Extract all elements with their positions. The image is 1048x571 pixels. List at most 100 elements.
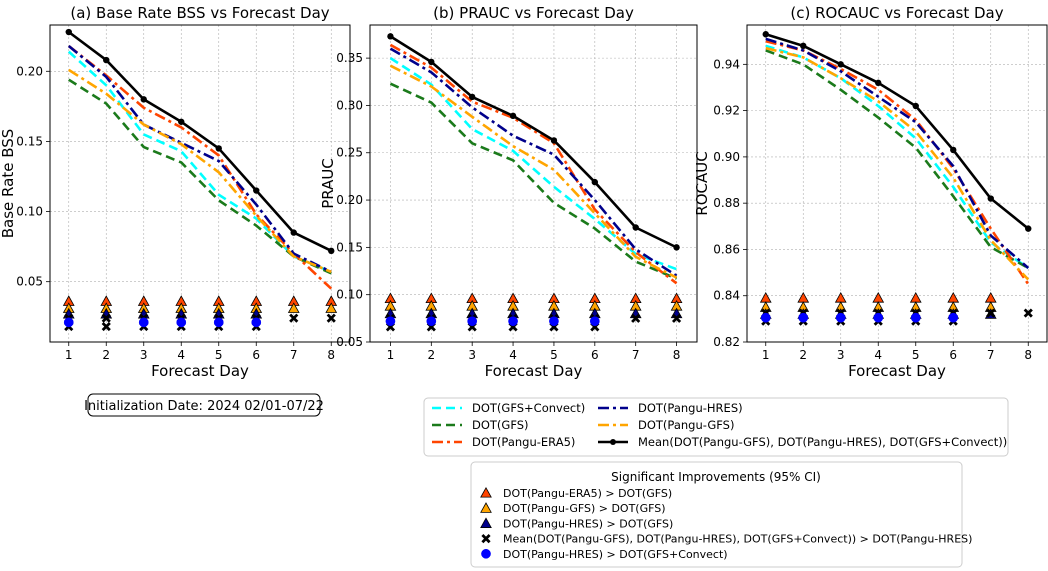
sig-pangu-hres-vs-convect-marker — [251, 317, 262, 328]
sig-pangu-hres-vs-convect-marker — [508, 316, 518, 327]
legend-label: Mean(DOT(Pangu-GFS), DOT(Pangu-HRES), DO… — [638, 435, 1007, 449]
legend-label: DOT(Pangu-GFS) — [638, 418, 734, 432]
y-tick-label: 0.35 — [336, 51, 363, 65]
chart-title: (b) PRAUC vs Forecast Day — [433, 4, 634, 22]
init-date-box: Initialization Date: 2024 02/01-07/22 — [84, 393, 324, 417]
significance-markers — [384, 292, 683, 332]
sig-pangu-hres-vs-convect-marker — [426, 316, 437, 327]
y-tick-label: 0.82 — [713, 335, 740, 349]
x-tick-label: 8 — [1024, 348, 1032, 362]
sig-mean-vs-pangu-hres-marker — [986, 308, 996, 318]
x-tick-label: 8 — [673, 348, 681, 362]
sig-era5-vs-gfs-marker — [759, 292, 772, 303]
grid — [50, 25, 350, 342]
mean-point — [875, 79, 882, 87]
x-tick-label: 3 — [140, 348, 148, 362]
x-tick-label: 1 — [762, 348, 770, 362]
mean-point — [290, 229, 297, 236]
series-line-1 — [67, 50, 332, 274]
y-tick-label: 0.20 — [336, 193, 363, 207]
x-tick-label: 7 — [987, 348, 995, 362]
sig-mean-vs-pangu-hres-marker — [101, 321, 111, 332]
sig-mean-vs-pangu-hres-marker — [631, 313, 641, 323]
legend-entry-2: DOT(GFS) — [432, 418, 529, 432]
mean-point — [140, 96, 147, 103]
sig-era5-vs-gfs-marker — [834, 292, 847, 303]
y-tick-label: 0.88 — [713, 196, 740, 210]
mean-point — [178, 118, 185, 125]
sig-legend-marker — [480, 517, 492, 528]
x-axis-label: Forecast Day — [151, 362, 249, 380]
grid — [370, 25, 697, 343]
sig-legend-entry-5: DOT(Pangu-HRES) > DOT(GFS+Convect) — [481, 548, 728, 561]
sig-legend-marker — [480, 502, 492, 513]
mean-point — [253, 187, 260, 194]
axes-frame — [369, 24, 698, 343]
sig-mean-vs-pangu-hres-marker — [289, 313, 299, 323]
y-axis-label: ROCAUC — [693, 151, 711, 215]
sig-legend-label: DOT(Pangu-ERA5) > DOT(GFS) — [503, 487, 672, 500]
mean-point — [837, 61, 844, 68]
x-tick-label: 4 — [874, 348, 882, 362]
x-tick-label: 1 — [65, 348, 73, 362]
sig-era5-vs-gfs-marker — [947, 292, 960, 303]
legend-entry-5: DOT(Pangu-GFS) — [598, 418, 734, 432]
sig-pangu-gfs-vs-gfs-marker — [325, 302, 338, 313]
mean-point — [673, 244, 680, 251]
sig-legend-label: DOT(Pangu-HRES) > DOT(GFS) — [503, 517, 673, 530]
init-date-text: Initialization Date: 2024 02/01-07/22 — [84, 399, 324, 414]
mean-point — [1025, 225, 1032, 232]
y-tick-label: 0.10 — [336, 288, 363, 302]
x-tick-label: 2 — [427, 348, 435, 362]
legend-label: DOT(GFS) — [472, 418, 529, 432]
sig-pangu-hres-vs-convect-marker — [385, 316, 396, 327]
y-tick-label: 0.92 — [713, 104, 740, 118]
series-line-4 — [67, 45, 332, 274]
x-tick-label: 1 — [387, 348, 395, 362]
sig-legend-label: DOT(Pangu-HRES) > DOT(GFS+Convect) — [503, 548, 728, 561]
mean-point — [215, 145, 222, 152]
sig-legend-marker — [480, 486, 492, 498]
mean-point — [387, 33, 394, 40]
axes-frame — [49, 24, 351, 343]
mean-point — [328, 247, 335, 255]
significance-legend: Significant Improvements (95% CI) DOT(Pa… — [470, 461, 972, 568]
mean-point — [591, 178, 599, 186]
y-tick-label: 0.10 — [16, 205, 43, 219]
sig-pangu-hres-vs-convect-marker — [589, 316, 600, 327]
sig-legend-entry-3: DOT(Pangu-HRES) > DOT(GFS) — [480, 517, 673, 530]
mean-point — [800, 42, 807, 50]
series-line-1 — [389, 57, 678, 271]
legend-label: DOT(Pangu-ERA5) — [472, 435, 575, 449]
y-tick-label: 0.15 — [336, 240, 363, 254]
series-line-4 — [765, 37, 1030, 269]
sig-mean-vs-pangu-hres-marker — [1023, 308, 1033, 318]
y-axis-label: PRAUC — [319, 158, 337, 209]
y-tick-label: 0.86 — [713, 242, 740, 256]
x-tick-label: 4 — [177, 348, 185, 362]
y-tick-label: 0.30 — [336, 98, 363, 112]
legend-label: DOT(Pangu-HRES) — [638, 401, 743, 415]
mean-point — [912, 102, 919, 110]
x-tick-label: 6 — [252, 348, 260, 362]
y-tick-label: 0.84 — [713, 289, 740, 303]
series-line-6 — [765, 33, 1030, 230]
x-tick-label: 4 — [509, 348, 517, 362]
series-line-5 — [68, 68, 332, 274]
x-axis-label: Forecast Day — [848, 362, 946, 380]
legend-entry-1: DOT(GFS+Convect) — [432, 401, 585, 415]
x-tick-label: 6 — [949, 348, 957, 362]
series-line-6 — [389, 35, 678, 249]
sig-pangu-hres-vs-convect-marker — [948, 312, 959, 323]
sig-pangu-hres-vs-convect-marker — [910, 312, 921, 323]
sig-legend-entry-2: DOT(Pangu-GFS) > DOT(GFS) — [480, 502, 666, 515]
y-tick-label: 0.20 — [16, 64, 43, 78]
sig-pangu-hres-vs-convect-marker — [467, 316, 478, 327]
sig-mean-vs-pangu-hres-marker — [101, 313, 111, 323]
series-legend: DOT(GFS+Convect) DOT(GFS) DOT(Pangu-ERA5) D… — [423, 397, 1009, 457]
x-tick-label: 8 — [327, 348, 335, 362]
x-tick-label: 3 — [468, 348, 476, 362]
series-line-2 — [765, 49, 1029, 270]
sig-legend-marker — [481, 548, 491, 559]
axes-frame — [746, 24, 1048, 343]
